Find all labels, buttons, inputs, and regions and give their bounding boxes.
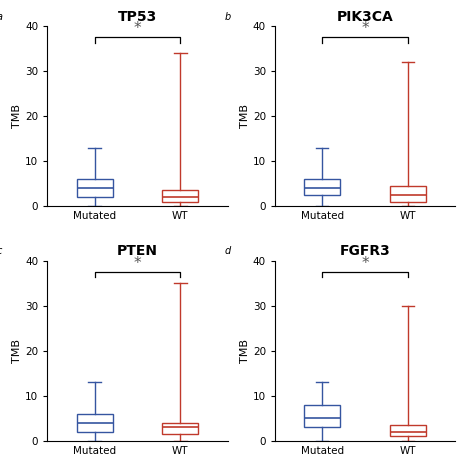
Title: PIK3CA: PIK3CA — [337, 9, 393, 24]
Text: *: * — [134, 255, 141, 271]
Text: c: c — [0, 246, 2, 256]
Bar — [162, 191, 198, 202]
Text: *: * — [134, 21, 141, 36]
Y-axis label: TMB: TMB — [12, 104, 22, 128]
Bar — [162, 423, 198, 434]
Title: TP53: TP53 — [118, 9, 157, 24]
Bar — [304, 405, 340, 428]
Title: FGFR3: FGFR3 — [339, 244, 391, 258]
Bar — [77, 179, 113, 197]
Bar — [390, 425, 426, 436]
Text: *: * — [361, 21, 369, 36]
Bar — [77, 414, 113, 432]
Y-axis label: TMB: TMB — [12, 339, 22, 363]
Bar — [304, 179, 340, 195]
Title: PTEN: PTEN — [117, 244, 158, 258]
Y-axis label: TMB: TMB — [240, 339, 250, 363]
Text: a: a — [0, 12, 3, 22]
Text: d: d — [225, 246, 231, 256]
Y-axis label: TMB: TMB — [240, 104, 250, 128]
Bar — [390, 186, 426, 202]
Text: *: * — [361, 255, 369, 271]
Text: b: b — [225, 12, 231, 22]
